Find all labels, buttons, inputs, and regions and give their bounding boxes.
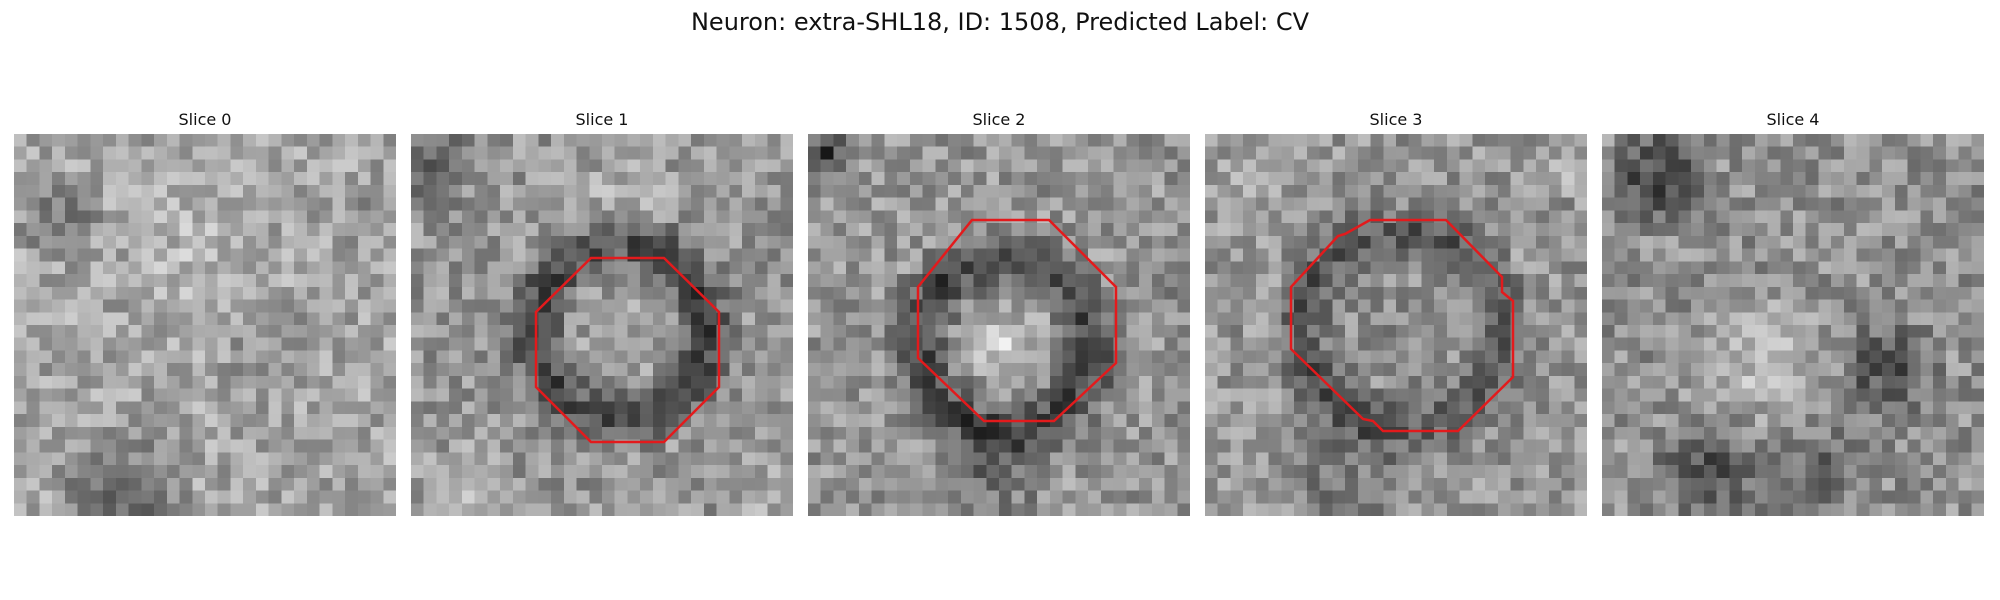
roi-outline xyxy=(1289,218,1515,433)
slice-label: Slice 2 xyxy=(972,110,1026,129)
slice-image-3 xyxy=(1205,134,1587,516)
slice-pixels xyxy=(1205,134,1587,516)
roi-outline xyxy=(916,218,1118,423)
figure-title: Neuron: extra-SHL18, ID: 1508, Predicted… xyxy=(690,8,1310,36)
slice-pixels xyxy=(411,134,793,516)
slice-label: Slice 3 xyxy=(1369,110,1423,129)
slice-image-2 xyxy=(808,134,1190,516)
slice-panel-4: Slice 4 xyxy=(1602,108,1984,516)
roi-outline-svg xyxy=(916,218,1118,423)
slice-label: Slice 4 xyxy=(1766,110,1820,129)
slice-image-4 xyxy=(1602,134,1984,516)
slice-pixels xyxy=(1602,134,1984,516)
slice-label: Slice 1 xyxy=(575,110,629,129)
roi-outline-svg xyxy=(1289,218,1515,433)
roi-outline-svg xyxy=(534,256,721,444)
slice-panel-3: Slice 3 xyxy=(1205,108,1587,516)
roi-outline xyxy=(534,256,721,444)
slice-panel-0: Slice 0 xyxy=(14,108,396,516)
slice-image-0 xyxy=(14,134,396,516)
slice-pixels xyxy=(808,134,1190,516)
slice-pixels xyxy=(14,134,396,516)
slice-label: Slice 0 xyxy=(178,110,232,129)
slice-image-1 xyxy=(411,134,793,516)
slice-panel-2: Slice 2 xyxy=(808,108,1190,516)
slice-panel-1: Slice 1 xyxy=(411,108,793,516)
